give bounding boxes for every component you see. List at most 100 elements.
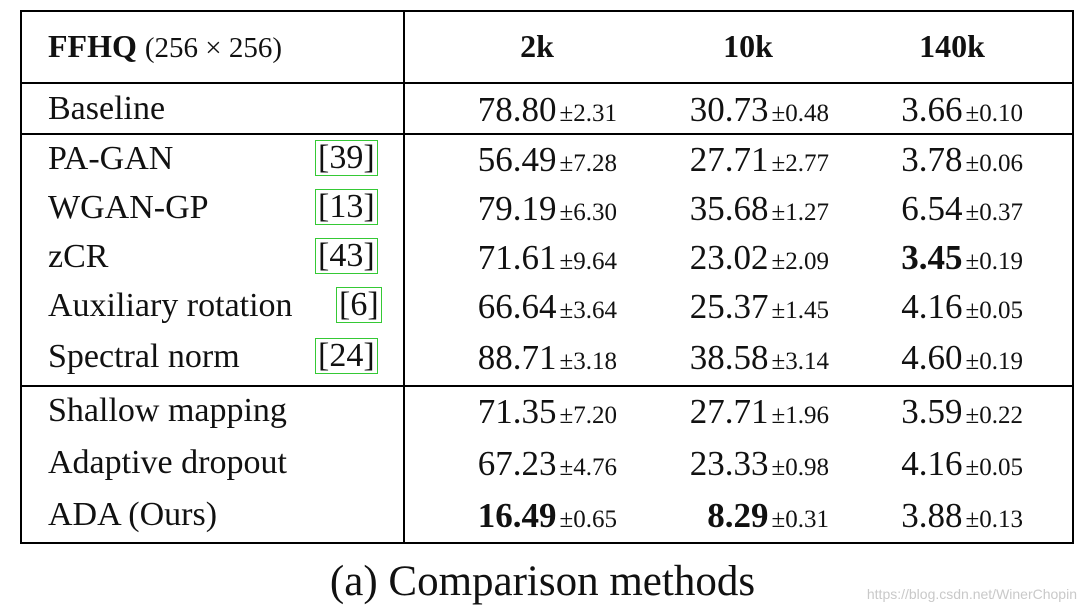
score-cell: 23.02 ±2.09 <box>690 240 829 275</box>
table-header-dataset: FFHQ (256 × 256) <box>48 30 282 63</box>
results-table-frame <box>20 10 1074 544</box>
citation-link[interactable]: [24] <box>315 338 378 374</box>
score-std: ±7.28 <box>559 150 617 177</box>
citation-link[interactable]: [6] <box>336 287 382 323</box>
score-std: ±0.10 <box>965 100 1023 127</box>
score-std: ±0.98 <box>771 454 829 481</box>
method-name: Shallow mapping <box>48 392 287 429</box>
score-std: ±4.76 <box>559 454 617 481</box>
method-name: WGAN-GP <box>48 189 209 226</box>
score-cell: 71.61 ±9.64 <box>478 240 617 275</box>
score-std: ±0.13 <box>965 506 1023 533</box>
method-name: Spectral norm <box>48 338 240 375</box>
table-caption: (a) Comparison methods <box>329 558 756 605</box>
score-std: ±3.14 <box>771 348 829 375</box>
score-cell: 4.16 ±0.05 <box>901 289 1023 324</box>
score-mean: 35.68 <box>689 189 769 228</box>
score-mean: 25.37 <box>689 287 769 326</box>
method-name: ADA (Ours) <box>48 496 218 533</box>
citation-link[interactable]: [13] <box>315 189 378 225</box>
method-name: PA-GAN <box>48 140 174 177</box>
score-cell: 4.60 ±0.19 <box>901 340 1023 375</box>
score-mean: 3.78 <box>901 140 963 179</box>
score-mean: 3.45 <box>901 238 963 277</box>
score-cell: 3.66 ±0.10 <box>901 92 1023 127</box>
score-mean: 27.71 <box>689 140 769 179</box>
score-cell: 6.54 ±0.37 <box>901 191 1023 226</box>
dataset-resolution: (256 × 256) <box>144 32 283 64</box>
score-std: ±1.27 <box>771 199 829 226</box>
score-cell: 38.58 ±3.14 <box>690 340 829 375</box>
score-cell: 3.45 ±0.19 <box>901 240 1023 275</box>
score-mean: 23.33 <box>689 444 769 483</box>
baseline-rule <box>20 133 1074 135</box>
score-mean: 4.60 <box>901 338 963 377</box>
score-cell: 56.49 ±7.28 <box>478 142 617 177</box>
score-mean: 4.16 <box>901 287 963 326</box>
score-std: ±0.19 <box>965 248 1023 275</box>
method-name: zCR <box>48 238 109 275</box>
score-mean: 23.02 <box>689 238 769 277</box>
score-mean: 4.16 <box>901 444 963 483</box>
score-cell: 71.35 ±7.20 <box>478 394 617 429</box>
citation-link[interactable]: [39] <box>315 140 378 176</box>
score-std: ±1.96 <box>771 402 829 429</box>
score-mean: 78.80 <box>477 90 557 129</box>
score-cell: 4.16 ±0.05 <box>901 446 1023 481</box>
score-cell: 78.80 ±2.31 <box>478 92 617 127</box>
score-cell: 35.68 ±1.27 <box>690 191 829 226</box>
score-cell: 3.59 ±0.22 <box>901 394 1023 429</box>
score-mean: 16.49 <box>477 496 557 535</box>
score-mean: 38.58 <box>689 338 769 377</box>
score-cell: 66.64 ±3.64 <box>478 289 617 324</box>
column-header-140k: 140k <box>919 28 985 64</box>
score-cell: 16.49 ±0.65 <box>478 498 617 533</box>
score-mean: 27.71 <box>689 392 769 431</box>
score-std: ±0.31 <box>771 506 829 533</box>
score-std: ±3.18 <box>559 348 617 375</box>
group-rule <box>20 385 1074 387</box>
score-cell: 88.71 ±3.18 <box>478 340 617 375</box>
citation-link[interactable]: [43] <box>315 238 378 274</box>
score-cell: 79.19 ±6.30 <box>478 191 617 226</box>
score-cell: 67.23 ±4.76 <box>478 446 617 481</box>
score-mean: 67.23 <box>477 444 557 483</box>
score-mean: 6.54 <box>901 189 963 228</box>
score-mean: 3.59 <box>901 392 963 431</box>
score-std: ±0.06 <box>965 150 1023 177</box>
score-std: ±3.64 <box>559 297 617 324</box>
watermark: https://blog.csdn.net/WinerChopin <box>866 586 1077 602</box>
score-std: ±0.05 <box>965 297 1023 324</box>
score-std: ±0.65 <box>559 506 617 533</box>
score-cell: 25.37 ±1.45 <box>690 289 829 324</box>
method-name: Baseline <box>48 90 166 127</box>
score-std: ±9.64 <box>559 248 617 275</box>
score-mean: 71.61 <box>477 238 557 277</box>
score-cell: 3.88 ±0.13 <box>901 498 1023 533</box>
score-std: ±0.22 <box>965 402 1023 429</box>
score-mean: 30.73 <box>689 90 769 129</box>
column-header-10k: 10k <box>723 28 773 64</box>
score-cell: 27.71 ±1.96 <box>690 394 829 429</box>
score-std: ±0.37 <box>965 199 1023 226</box>
score-std: ±6.30 <box>559 199 617 226</box>
score-cell: 23.33 ±0.98 <box>690 446 829 481</box>
score-mean: 3.66 <box>901 90 963 129</box>
score-cell: 30.73 ±0.48 <box>690 92 829 127</box>
score-std: ±0.05 <box>965 454 1023 481</box>
method-name: Auxiliary rotation <box>48 287 293 324</box>
score-std: ±0.19 <box>965 348 1023 375</box>
score-std: ±2.09 <box>771 248 829 275</box>
score-cell: 27.71 ±2.77 <box>690 142 829 177</box>
score-mean: 8.29 <box>707 496 769 535</box>
score-mean: 66.64 <box>477 287 557 326</box>
score-mean: 71.35 <box>477 392 557 431</box>
score-std: ±7.20 <box>559 402 617 429</box>
score-mean: 79.19 <box>477 189 557 228</box>
score-mean: 88.71 <box>477 338 557 377</box>
method-name: Adaptive dropout <box>48 444 287 481</box>
score-std: ±2.77 <box>771 150 829 177</box>
score-cell: 8.29 ±0.31 <box>707 498 829 533</box>
dataset-name: FFHQ <box>48 28 137 64</box>
score-cell: 3.78 ±0.06 <box>901 142 1023 177</box>
